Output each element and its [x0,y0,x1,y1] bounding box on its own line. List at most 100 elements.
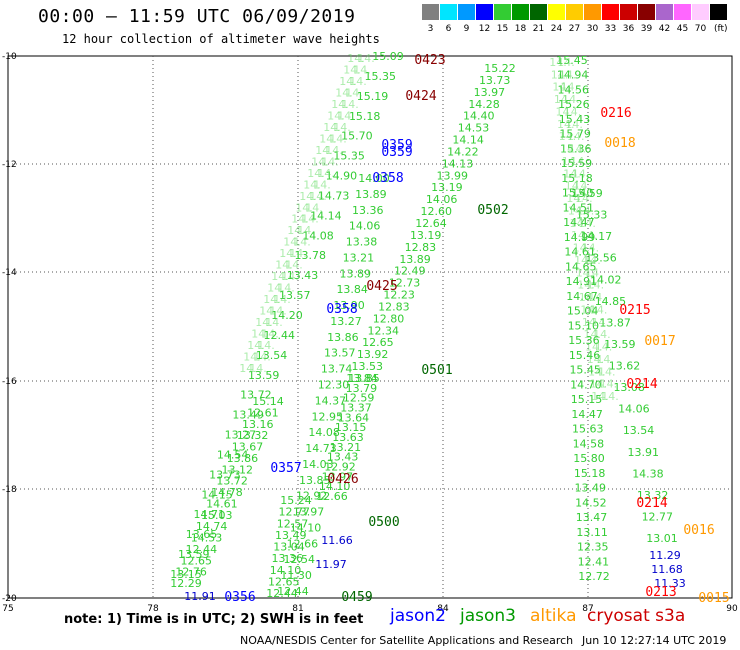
overlap-track-mark: 14. [590,378,608,391]
overlap-track-mark: 14. [337,109,355,122]
overlap-track-mark: 14. [327,109,345,122]
lon-tick-label: 87 [582,604,593,614]
wave-height-value: 15.10 [568,319,600,332]
wave-height-value: 11.66 [321,534,353,547]
wave-height-value: 15.19 [357,90,389,103]
wave-height-value: 14.08 [308,426,340,439]
overlap-track-mark: 14. [572,167,590,180]
overlap-track-mark: 14. [590,303,608,316]
wave-height-value: 14.54 [217,448,249,461]
legend-label: 42 [658,24,671,34]
wave-height-value: 13.43 [287,269,319,282]
wave-height-value: 13.53 [352,360,384,373]
wave-height-value: 11.29 [649,549,681,562]
wave-height-value: 13.49 [574,482,606,495]
overlap-track-mark: 14. [587,279,605,292]
wave-height-value: 14.71 [194,508,226,521]
lon-tick-label: 90 [726,604,738,614]
wave-height-value: 13.87 [599,316,631,329]
overlap-track-mark: 14. [566,192,584,205]
pass-time-label: 0359 [381,145,412,160]
pass-time-label: 0015 [698,591,729,606]
wave-height-value: 13.59 [604,338,636,351]
overlap-track-mark: 14. [585,266,603,279]
legend-label: 36 [622,24,635,34]
wave-height-value: 13.43 [327,451,359,464]
wave-height-value: 15.18 [574,467,606,480]
legend-label: 24 [550,24,563,34]
wave-height-value: 15.59 [561,157,593,170]
pass-time-label: 0213 [645,585,676,600]
legend-label: 18 [514,24,527,34]
wave-height-value: 11.33 [654,577,686,590]
overlap-track-mark: 14. [568,204,586,217]
wave-height-value: 14.15 [201,488,233,501]
wave-height-value: 12.57 [277,517,309,530]
pass-time-label: 0501 [421,363,452,378]
overlap-track-mark: 14. [567,130,585,143]
overlap-track-mark: 14. [311,155,329,168]
overlap-track-mark: 14. [554,93,572,106]
wave-height-value: 13.19 [410,229,442,242]
pass-time-label: 0214 [636,496,667,511]
overlap-track-mark: 14. [565,118,583,131]
wave-height-value: 13.56 [585,252,617,265]
legend-label: 30 [586,24,599,34]
lat-tick-label: -16 [2,377,17,387]
wave-height-value: 13.36 [352,204,384,217]
wave-height-value: 14.37 [315,394,347,407]
overlap-track-mark: 14. [335,86,353,99]
overlap-track-mark: 14. [582,242,600,255]
wave-height-value: 14.70 [570,378,602,391]
wave-height-value: 14.00 [358,172,390,185]
wave-height-value: 15.09 [372,50,404,63]
overlap-track-mark: 14. [562,93,580,106]
legend-label: 6 [445,24,452,34]
wave-height-value: 12.92 [324,461,356,474]
overlap-track-mark: 14. [307,167,325,180]
wave-height-value: 15.36 [560,142,592,155]
overlap-track-mark: 14. [313,178,331,191]
legend-label: 12 [478,24,491,34]
wave-height-value: 14.78 [211,486,243,499]
wave-height-value: 14.13 [442,157,474,170]
wave-height-value: 13.85 [348,372,380,385]
legend-unit: (ft) [714,24,728,34]
wave-height-value: 13.74 [321,363,353,376]
lon-tick-label: 84 [437,604,449,614]
pass-time-label: 0359 [381,138,412,153]
wave-height-value: 15.80 [573,452,605,465]
overlap-track-mark: 14. [574,180,592,193]
wave-height-value: 12.44 [277,585,309,598]
overlap-track-mark: 14. [596,353,614,366]
overlap-track-mark: 14. [595,341,613,354]
pass-time-label: 0424 [405,89,436,104]
wave-height-value: 12.92 [296,490,328,503]
wave-height-value: 12.23 [383,289,415,302]
wave-height-value: 12.83 [378,300,410,313]
wave-height-value: 13.91 [628,446,660,459]
legend-swatch [656,4,673,20]
wave-height-value: 15.40 [562,187,594,200]
wave-height-value: 14.17 [581,230,613,243]
wave-height-value: 13.90 [333,299,365,312]
wave-height-value: 12.54 [283,553,315,566]
wave-height-value: 12.34 [367,324,399,337]
wave-height-value: 13.21 [330,441,362,454]
overlap-track-mark: 14. [591,390,609,403]
legend-swatch [530,4,547,20]
overlap-track-mark: 14. [275,259,293,272]
overlap-track-mark: 14. [261,328,279,341]
legend-swatch [422,4,439,20]
overlap-track-mark: 14. [347,52,365,65]
wave-height-value: 13.57 [279,289,311,302]
generated-timestamp: Jun 10 12:27:14 UTC 2019 [582,634,727,647]
overlap-track-mark: 14. [585,341,603,354]
overlap-track-mark: 14. [259,305,277,318]
wave-height-value: 13.73 [479,74,511,87]
legend-swatch [512,4,529,20]
wave-height-value: 13.67 [232,441,264,454]
wave-height-value: 15.35 [364,70,396,83]
overlap-track-mark: 14. [593,328,611,341]
wave-height-value: 13.65 [186,528,218,541]
